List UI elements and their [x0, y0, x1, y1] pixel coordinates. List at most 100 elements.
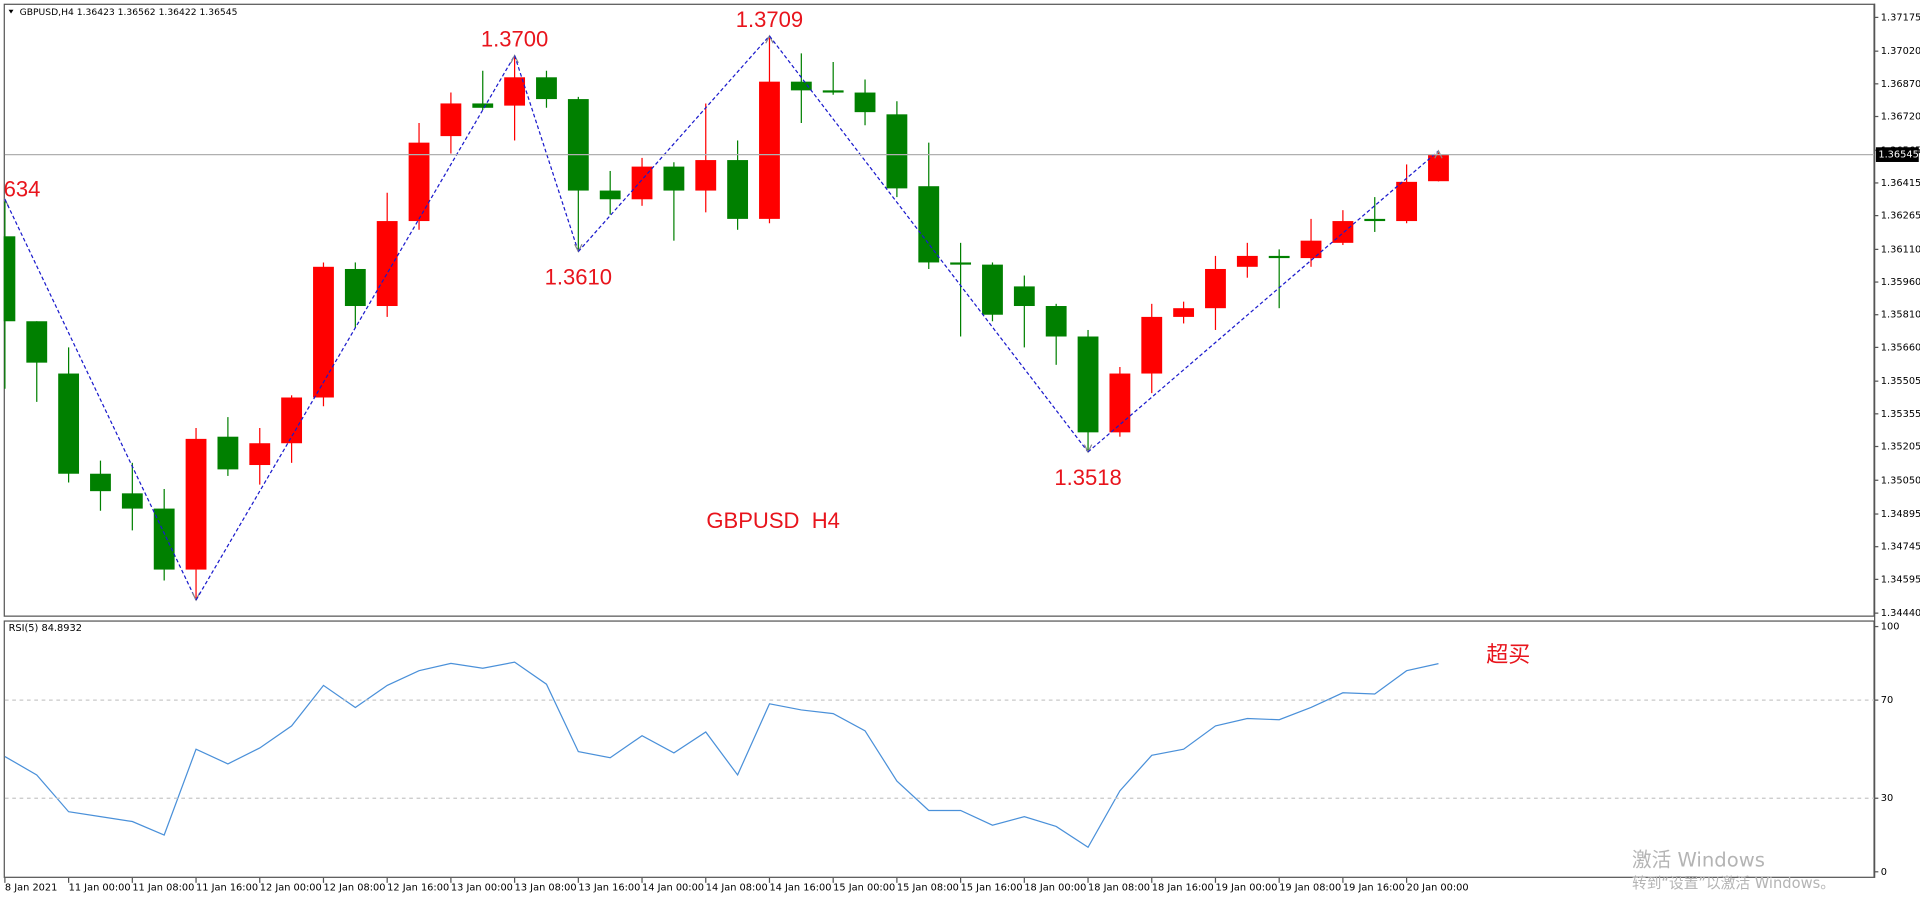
x-tick-label: 11 Jan 00:00 — [69, 883, 131, 894]
y-tick-label: 1.34745 — [1881, 542, 1920, 553]
chart-header: GBPUSD,H4 1.36423 1.36562 1.36422 1.3654… — [20, 7, 238, 18]
candle-body — [599, 190, 621, 200]
overbought-annotation: 超买 — [1486, 642, 1530, 667]
y-tick-label: 1.36265 — [1881, 211, 1920, 222]
x-tick-label: 15 Jan 00:00 — [833, 883, 895, 894]
candle-body — [918, 186, 940, 263]
y-tick-label: 1.35660 — [1881, 342, 1920, 353]
candle-body — [886, 114, 908, 189]
x-tick-label: 13 Jan 08:00 — [515, 883, 577, 894]
candle-body — [950, 262, 972, 265]
candle-body — [1332, 221, 1354, 243]
x-tick-label: 19 Jan 00:00 — [1215, 883, 1277, 894]
candle-body — [567, 99, 589, 191]
candle-body — [217, 436, 239, 470]
candle-body — [1268, 255, 1290, 259]
zigzag-vertex — [510, 54, 519, 64]
candle-body — [1396, 181, 1418, 222]
zigzag-segment — [195, 55, 516, 601]
zigzag-label: 1.3700 — [481, 27, 548, 52]
candle-body — [440, 103, 462, 137]
candle-body — [121, 493, 143, 509]
candle-body — [982, 264, 1003, 315]
candle-body — [1236, 255, 1258, 267]
rsi-pane — [4, 661, 1439, 849]
y-tick-label: 1.36415 — [1881, 178, 1920, 189]
candle-body — [472, 103, 494, 108]
x-tick-label: 12 Jan 08:00 — [323, 883, 385, 894]
chart-title: GBPUSD H4 — [706, 508, 839, 533]
candle-body — [1141, 316, 1163, 374]
x-tick-label: 8 Jan 2021 — [5, 883, 57, 894]
candle-body — [1364, 218, 1386, 222]
current-price-marker — [1875, 147, 1919, 162]
zigzag-label: 1.3709 — [736, 7, 803, 32]
y-tick-label: 1.36110 — [1881, 244, 1920, 255]
y-tick-label: 1.36720 — [1881, 112, 1920, 123]
candle-body — [58, 373, 80, 474]
y-tick-label: 1.36870 — [1881, 79, 1920, 90]
candle-body — [759, 81, 780, 219]
y-tick-label: 1.37175 — [1881, 12, 1920, 23]
candle-body — [185, 438, 207, 570]
zigzag-vertex — [1083, 444, 1093, 454]
candle-body — [1428, 154, 1449, 182]
x-tick-label: 13 Jan 00:00 — [451, 883, 513, 894]
candle-body — [1109, 373, 1131, 433]
y-tick-label: 70 — [1881, 695, 1893, 706]
zigzag-segment — [577, 35, 770, 252]
y-tick-label: 1.35960 — [1881, 277, 1920, 288]
x-tick-label: 20 Jan 00:00 — [1407, 883, 1469, 894]
candle-body — [1205, 268, 1226, 309]
y-tick-label: 100 — [1881, 622, 1900, 633]
candle-body — [408, 142, 430, 222]
x-tick-label: 15 Jan 16:00 — [961, 883, 1023, 894]
x-tick-label: 14 Jan 16:00 — [769, 883, 831, 894]
candle-body — [854, 92, 876, 113]
zigzag-vertex — [765, 34, 774, 44]
candle-body — [1300, 240, 1322, 259]
candle-body — [249, 443, 271, 466]
candle-body — [1077, 336, 1099, 433]
zigzag-label: 1.3518 — [1054, 465, 1121, 490]
candle-body — [153, 508, 175, 570]
zigzag-segment — [768, 35, 1089, 453]
zigzag-segment — [514, 55, 579, 252]
y-tick-label: 1.35050 — [1881, 475, 1920, 486]
candle-body — [3, 236, 16, 322]
candle-body — [1045, 306, 1067, 337]
candle-body — [536, 77, 557, 100]
watermark-title: 激活 Windows — [1632, 848, 1765, 871]
y-tick-label: 1.34440 — [1881, 608, 1920, 619]
candle-body — [281, 397, 303, 444]
watermark-hint: 转到“设置”以激活 Windows。 — [1632, 875, 1835, 892]
zigzag-label: 1.3450 — [162, 613, 229, 638]
x-tick-label: 15 Jan 08:00 — [897, 883, 959, 894]
candle-body — [790, 81, 812, 91]
x-tick-label: 12 Jan 00:00 — [260, 883, 322, 894]
y-tick-label: 1.35810 — [1881, 310, 1920, 321]
zigzag-vertex — [1434, 149, 1443, 159]
zigzag-label: 1.3610 — [545, 264, 612, 289]
x-tick-label: 13 Jan 16:00 — [578, 883, 640, 894]
candle-body — [631, 166, 653, 200]
x-tick-label: 19 Jan 16:00 — [1343, 883, 1405, 894]
y-tick-label: 30 — [1881, 793, 1893, 804]
candle-body — [504, 77, 526, 106]
current-price-label: 1.36545 — [1878, 150, 1919, 161]
axes: 1.371751.370201.368701.367201.365651.364… — [4, 3, 1920, 894]
y-tick-label: 1.34595 — [1881, 574, 1920, 585]
candle-body — [26, 321, 48, 363]
y-tick-label: 0 — [1881, 867, 1887, 878]
zigzag-segment — [1087, 150, 1439, 453]
x-tick-label: 14 Jan 00:00 — [642, 883, 704, 894]
main-pane: 1.3634 1.3450 1.3700 1.3610 1.3709 1.3518 — [3, 7, 1875, 638]
x-tick-label: 11 Jan 08:00 — [132, 883, 194, 894]
rsi-line — [4, 661, 1439, 849]
candle-body — [1173, 308, 1195, 317]
candle-body — [663, 166, 685, 191]
candle-body — [695, 160, 717, 191]
zigzag-segment — [4, 199, 197, 601]
candle-body — [727, 160, 749, 219]
